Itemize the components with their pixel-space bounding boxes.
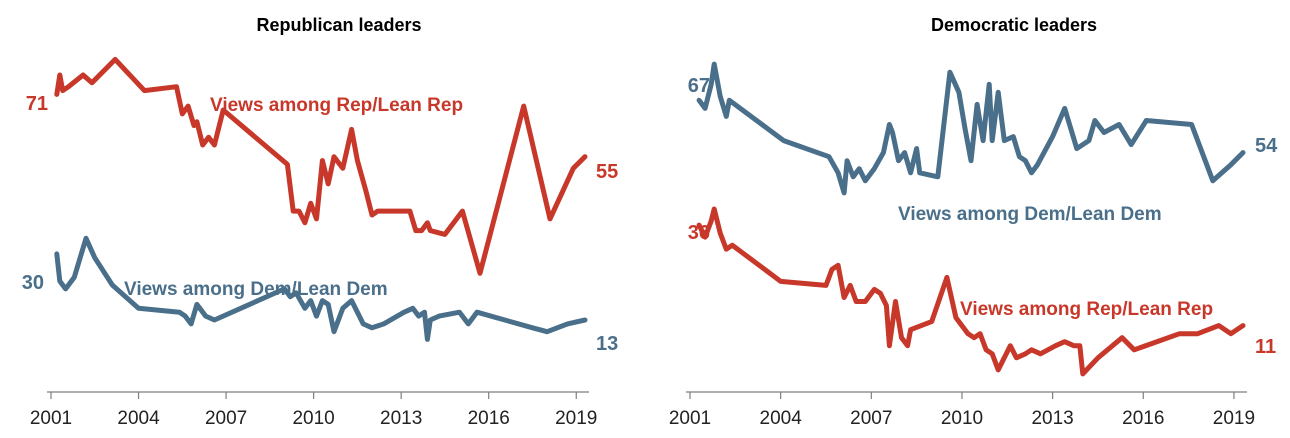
x-tick-label: 2007 [205, 408, 247, 429]
series-name-label: Views among Dem/Lean Dem [124, 279, 388, 300]
start-value-label: 71 [26, 93, 48, 115]
x-tick-label: 2010 [941, 408, 983, 429]
x-tick-label: 2004 [760, 408, 803, 429]
x-tick-label: 2019 [1213, 408, 1255, 429]
end-value-label: 55 [596, 161, 618, 183]
series-name-label: Views among Rep/Lean Rep [210, 95, 463, 116]
start-value-label: 30 [22, 272, 44, 294]
end-value-label: 11 [1255, 336, 1276, 358]
series-line-dem [54, 235, 588, 342]
panel-title: Republican leaders [256, 15, 421, 35]
panel-dem-leaders: Democratic leaders 2001 2004 2007 2010 2013 20… [669, 15, 1278, 429]
panel-rep-leaders: Republican leaders 2001 2004 2007 2010 2013 20… [22, 15, 619, 429]
x-tick-label: 2013 [380, 408, 422, 429]
end-value-label: 13 [596, 333, 618, 355]
series-name-label: Views among Rep/Lean Rep [960, 299, 1213, 320]
start-value-label: 67 [688, 75, 710, 97]
x-tick-label: 2019 [555, 408, 597, 429]
x-tick-label: 2016 [468, 408, 510, 429]
start-value-label: 36 [688, 222, 710, 244]
x-tick-label: 2007 [850, 408, 892, 429]
panel-title: Democratic leaders [931, 15, 1097, 35]
end-value-label: 54 [1255, 135, 1278, 157]
x-tick-label: 2016 [1122, 408, 1164, 429]
x-tick-label: 2013 [1031, 408, 1073, 429]
series-line-rep [54, 56, 588, 276]
series-line-rep [696, 206, 1246, 377]
x-tick-label: 2001 [669, 408, 711, 429]
x-tick-label: 2004 [117, 408, 160, 429]
series-line-dem [696, 61, 1246, 196]
series-name-label: Views among Dem/Lean Dem [898, 204, 1162, 225]
x-tick-label: 2001 [30, 408, 72, 429]
x-tick-label: 2010 [292, 408, 334, 429]
